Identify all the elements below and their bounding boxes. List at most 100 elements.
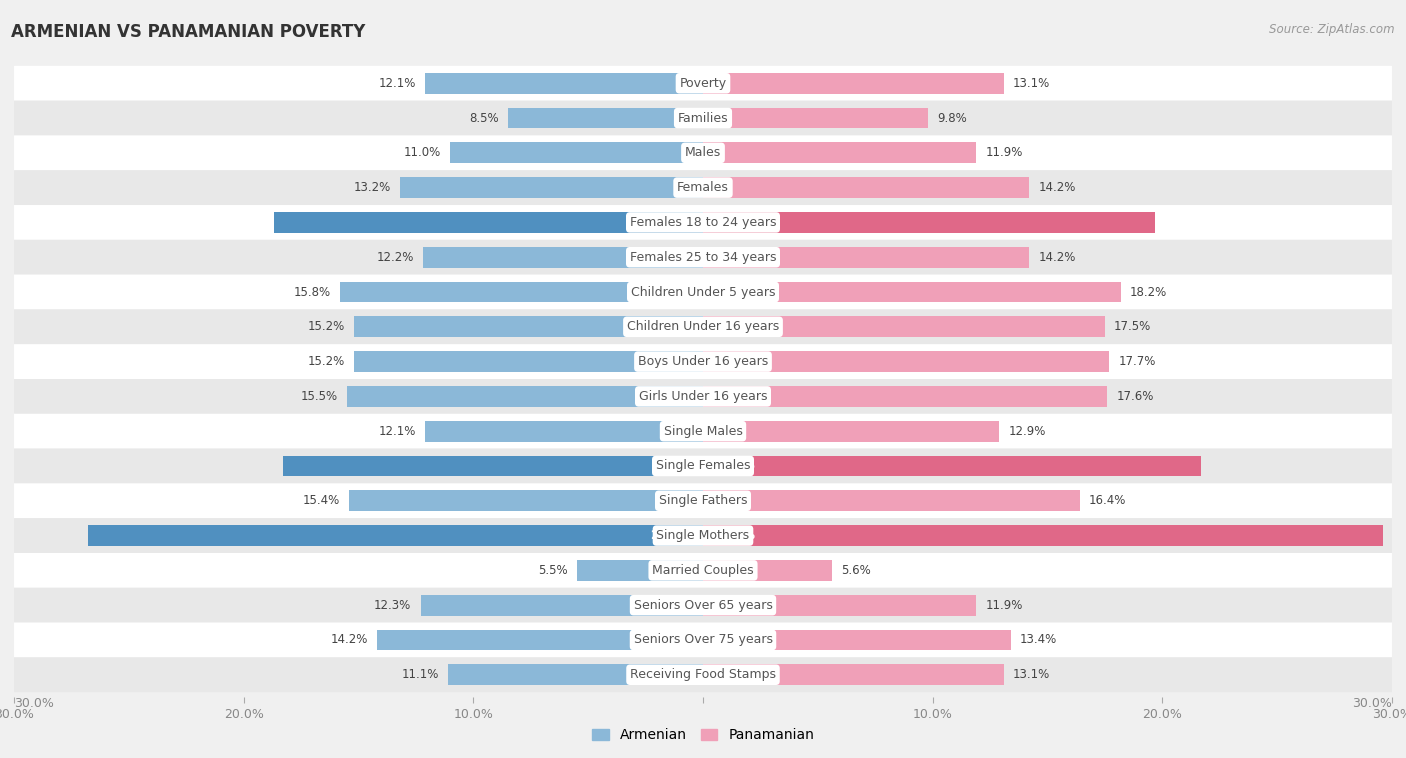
Bar: [399, 177, 703, 198]
Text: 14.2%: 14.2%: [1038, 251, 1076, 264]
Text: 26.8%: 26.8%: [651, 529, 692, 542]
FancyBboxPatch shape: [14, 622, 1392, 657]
Text: 17.6%: 17.6%: [1116, 390, 1154, 403]
Text: Children Under 16 years: Children Under 16 years: [627, 321, 779, 334]
Text: 16.4%: 16.4%: [1088, 494, 1126, 507]
Bar: [703, 212, 1156, 233]
Text: 18.7%: 18.7%: [651, 216, 692, 229]
Text: 19.7%: 19.7%: [714, 216, 755, 229]
Bar: [703, 177, 1029, 198]
Bar: [354, 316, 703, 337]
Bar: [347, 386, 703, 407]
Bar: [703, 664, 1004, 685]
Text: Single Males: Single Males: [664, 424, 742, 437]
Bar: [508, 108, 703, 129]
Text: 15.5%: 15.5%: [301, 390, 337, 403]
Text: Children Under 5 years: Children Under 5 years: [631, 286, 775, 299]
Text: 15.2%: 15.2%: [308, 355, 344, 368]
Text: 8.5%: 8.5%: [470, 111, 499, 124]
Text: Married Couples: Married Couples: [652, 564, 754, 577]
Text: Boys Under 16 years: Boys Under 16 years: [638, 355, 768, 368]
Text: 13.1%: 13.1%: [1012, 669, 1050, 681]
Text: 17.5%: 17.5%: [1114, 321, 1152, 334]
Text: Single Mothers: Single Mothers: [657, 529, 749, 542]
Text: 30.0%: 30.0%: [1353, 697, 1392, 710]
FancyBboxPatch shape: [14, 587, 1392, 622]
Text: 11.0%: 11.0%: [404, 146, 441, 159]
Text: Single Females: Single Females: [655, 459, 751, 472]
Text: Females 18 to 24 years: Females 18 to 24 years: [630, 216, 776, 229]
Text: 14.2%: 14.2%: [1038, 181, 1076, 194]
FancyBboxPatch shape: [14, 240, 1392, 274]
Bar: [703, 629, 1011, 650]
FancyBboxPatch shape: [14, 309, 1392, 344]
Text: Source: ZipAtlas.com: Source: ZipAtlas.com: [1270, 23, 1395, 36]
Bar: [87, 525, 703, 546]
Bar: [420, 595, 703, 615]
Text: 9.8%: 9.8%: [938, 111, 967, 124]
Bar: [274, 212, 703, 233]
Bar: [283, 456, 703, 477]
Bar: [703, 386, 1107, 407]
FancyBboxPatch shape: [14, 274, 1392, 309]
Text: ARMENIAN VS PANAMANIAN POVERTY: ARMENIAN VS PANAMANIAN POVERTY: [11, 23, 366, 41]
Text: 12.2%: 12.2%: [377, 251, 413, 264]
Text: Girls Under 16 years: Girls Under 16 years: [638, 390, 768, 403]
Bar: [703, 595, 976, 615]
Bar: [703, 525, 1382, 546]
Text: Families: Families: [678, 111, 728, 124]
Bar: [425, 421, 703, 442]
Bar: [576, 560, 703, 581]
FancyBboxPatch shape: [14, 657, 1392, 692]
FancyBboxPatch shape: [14, 553, 1392, 587]
Text: 29.6%: 29.6%: [714, 529, 755, 542]
FancyBboxPatch shape: [14, 344, 1392, 379]
Bar: [703, 316, 1105, 337]
Text: Receiving Food Stamps: Receiving Food Stamps: [630, 669, 776, 681]
FancyBboxPatch shape: [14, 449, 1392, 484]
FancyBboxPatch shape: [14, 66, 1392, 101]
Text: 13.4%: 13.4%: [1019, 634, 1057, 647]
Bar: [377, 629, 703, 650]
Legend: Armenian, Panamanian: Armenian, Panamanian: [586, 722, 820, 747]
FancyBboxPatch shape: [14, 414, 1392, 449]
Bar: [425, 73, 703, 94]
Bar: [450, 143, 703, 163]
Text: 21.7%: 21.7%: [714, 459, 755, 472]
Text: 5.5%: 5.5%: [538, 564, 568, 577]
Bar: [703, 73, 1004, 94]
Text: Seniors Over 75 years: Seniors Over 75 years: [634, 634, 772, 647]
Text: Single Fathers: Single Fathers: [659, 494, 747, 507]
Text: 30.0%: 30.0%: [14, 697, 53, 710]
FancyBboxPatch shape: [14, 136, 1392, 171]
FancyBboxPatch shape: [14, 205, 1392, 240]
Text: Females 25 to 34 years: Females 25 to 34 years: [630, 251, 776, 264]
Text: 12.9%: 12.9%: [1008, 424, 1046, 437]
Text: 13.1%: 13.1%: [1012, 77, 1050, 89]
Text: 12.1%: 12.1%: [378, 77, 416, 89]
FancyBboxPatch shape: [14, 101, 1392, 136]
Text: 11.1%: 11.1%: [402, 669, 439, 681]
Text: 18.3%: 18.3%: [651, 459, 692, 472]
FancyBboxPatch shape: [14, 171, 1392, 205]
Text: 11.9%: 11.9%: [986, 146, 1022, 159]
Text: 12.3%: 12.3%: [374, 599, 412, 612]
Bar: [349, 490, 703, 511]
FancyBboxPatch shape: [14, 484, 1392, 518]
Bar: [703, 108, 928, 129]
Text: 17.7%: 17.7%: [1119, 355, 1156, 368]
Text: 12.1%: 12.1%: [378, 424, 416, 437]
Text: 15.8%: 15.8%: [294, 286, 330, 299]
Bar: [354, 351, 703, 372]
Bar: [703, 143, 976, 163]
Bar: [703, 421, 1000, 442]
Text: 18.2%: 18.2%: [1130, 286, 1167, 299]
Text: 15.4%: 15.4%: [302, 494, 340, 507]
Text: 13.2%: 13.2%: [353, 181, 391, 194]
FancyBboxPatch shape: [14, 518, 1392, 553]
Bar: [703, 247, 1029, 268]
Bar: [340, 281, 703, 302]
Bar: [423, 247, 703, 268]
Bar: [703, 560, 831, 581]
Text: 5.6%: 5.6%: [841, 564, 870, 577]
